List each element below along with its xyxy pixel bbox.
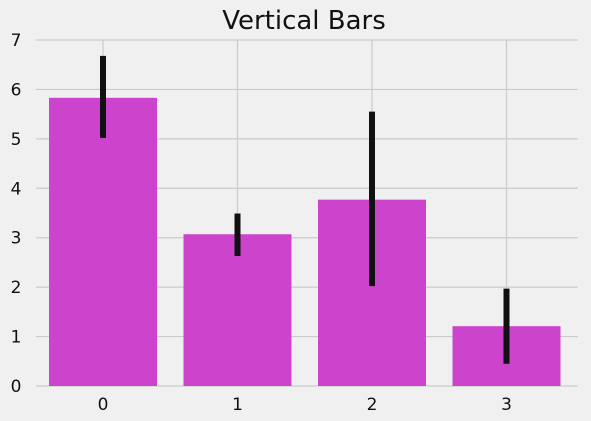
y-tick-label-4: 4 [11, 179, 22, 199]
y-axis-ticks: 0 1 2 3 4 5 6 7 [11, 31, 22, 397]
y-tick-label-2: 2 [11, 278, 22, 298]
y-tick-label-7: 7 [11, 31, 22, 51]
bar-0 [49, 97, 157, 387]
errorbars-layer [100, 55, 510, 364]
chart-title: Vertical Bars [222, 6, 386, 36]
y-tick-label-6: 6 [11, 80, 22, 100]
y-tick-label-1: 1 [11, 328, 22, 348]
x-tick-label-3: 3 [501, 395, 512, 415]
y-tick-label-3: 3 [11, 229, 22, 249]
y-tick-label-5: 5 [11, 130, 22, 150]
x-tick-label-2: 2 [367, 395, 378, 415]
bar-1 [183, 234, 292, 386]
x-axis-ticks: 0 1 2 3 [98, 395, 512, 415]
x-tick-label-0: 0 [98, 395, 109, 415]
x-tick-label-1: 1 [232, 395, 243, 415]
bars-layer [49, 97, 561, 387]
y-tick-label-0: 0 [11, 377, 22, 397]
